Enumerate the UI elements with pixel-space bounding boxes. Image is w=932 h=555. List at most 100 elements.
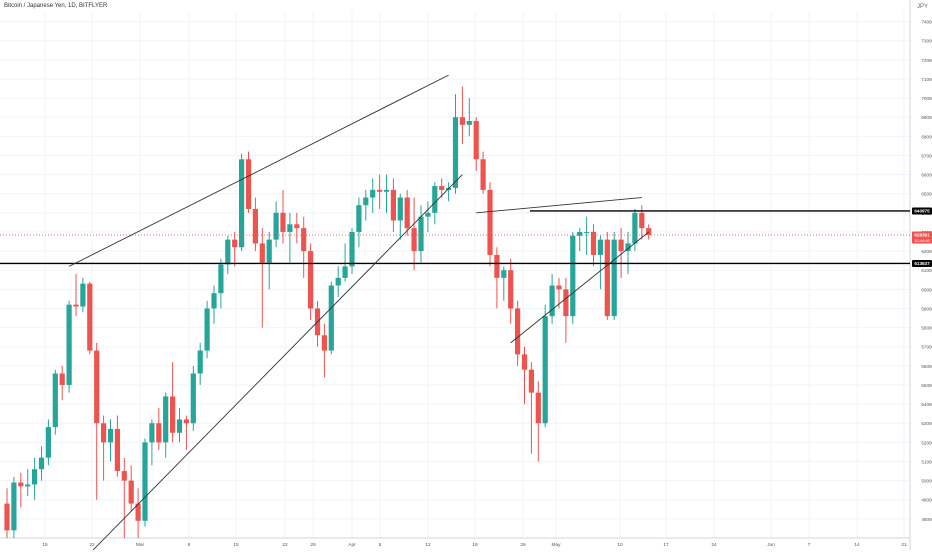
candle-body [52,373,58,428]
candle-body [73,304,79,307]
candle-body [383,189,390,192]
candle-body [239,159,245,248]
candle-body [356,205,362,232]
x-tick-label: 22 [89,542,95,548]
candle-body [156,423,162,443]
candle-body [245,159,252,210]
x-tick-label: 21 [901,542,907,548]
candle-body [363,197,369,206]
y-tick-label: 540000 [921,402,932,407]
candle-body [494,254,500,278]
x-tick-label: 19 [472,542,478,548]
price-label-countdown: 10:44:46 [914,238,930,243]
price-label-box [912,259,932,267]
y-tick-label: 580000 [921,326,932,331]
candle-body [549,285,555,317]
price-label-value: 613537 [914,261,930,266]
y-tick-label: 550000 [921,383,932,388]
y-tick-label: 700000 [921,96,932,101]
candle-body [556,285,562,290]
candle-body [183,419,189,424]
price-label-value: 628391 [914,233,930,238]
candle-body [94,350,100,424]
candle-body [294,224,300,229]
candle-body [521,354,528,370]
candle-body [473,121,479,160]
x-tick-label: 12 [425,542,431,548]
x-tick-label: Apr [348,542,356,548]
trendline-2 [476,197,642,214]
candle-body [232,239,238,248]
trendline-0 [68,74,449,267]
currency-corner-label: JPY [916,4,928,10]
candle-body [515,308,521,355]
x-tick-label: 10 [617,542,623,548]
candle-body [328,285,334,351]
y-tick-label: 560000 [921,364,932,369]
x-tick-label: 22 [282,542,288,548]
candle-body [508,270,514,309]
candle-body [107,428,114,443]
candle-body [80,283,86,307]
y-tick-label: 480000 [921,517,932,522]
candle-body [563,289,569,317]
candle-body [425,212,431,217]
x-tick-label: 17 [663,542,669,548]
candle-body [11,482,17,531]
y-tick-label: 690000 [921,115,932,120]
candle-body [218,264,224,294]
x-tick-label: 8 [188,542,191,548]
candle-body [273,212,279,240]
candle-body [452,117,459,188]
y-tick-label: 610000 [921,268,932,273]
candle-body [349,231,355,267]
candle-body [114,428,120,472]
candle-body [211,293,217,309]
x-tick-label: May [551,542,561,548]
candle-body [101,423,107,443]
y-tick-label: 590000 [921,306,932,311]
candle-body [252,209,258,244]
candle-body [639,212,645,229]
candle-body [190,373,196,424]
candle-body [439,186,445,190]
candle-body [632,212,638,244]
y-tick-label: 720000 [921,58,932,63]
candle-body [611,239,617,317]
candle-body [45,427,51,458]
candle-body [377,189,383,192]
candle-body [501,270,507,278]
candle-body [170,396,176,433]
candle-body [335,277,341,286]
trendline-1 [89,174,463,554]
x-tick-label: 29 [310,542,316,548]
x-tick-label: Jun [767,542,775,548]
candle-body [535,392,541,424]
x-tick-label: 15 [233,542,239,548]
candle-body [287,224,293,232]
candle-body [459,117,465,125]
y-tick-label: 650000 [921,192,932,197]
x-tick-label: 24 [711,542,717,548]
y-tick-label: 500000 [921,479,932,484]
x-tick-label: Mar [136,542,145,548]
candle-body [128,480,134,504]
candle-body [570,235,576,317]
candle-body [149,423,155,443]
candle-body [590,231,597,255]
candle-body [432,186,438,213]
candle-body [542,316,548,424]
candle-body [577,231,583,236]
y-tick-label: 570000 [921,345,932,350]
candle-body [87,283,93,351]
candle-body [487,189,493,255]
y-tick-label: 740000 [921,20,932,25]
y-tick-label: 710000 [921,77,932,82]
candle-body [225,239,231,265]
candle-body [259,243,265,263]
y-tick-label: 670000 [921,153,932,158]
candle-body [480,159,486,190]
candle-body [597,239,603,255]
